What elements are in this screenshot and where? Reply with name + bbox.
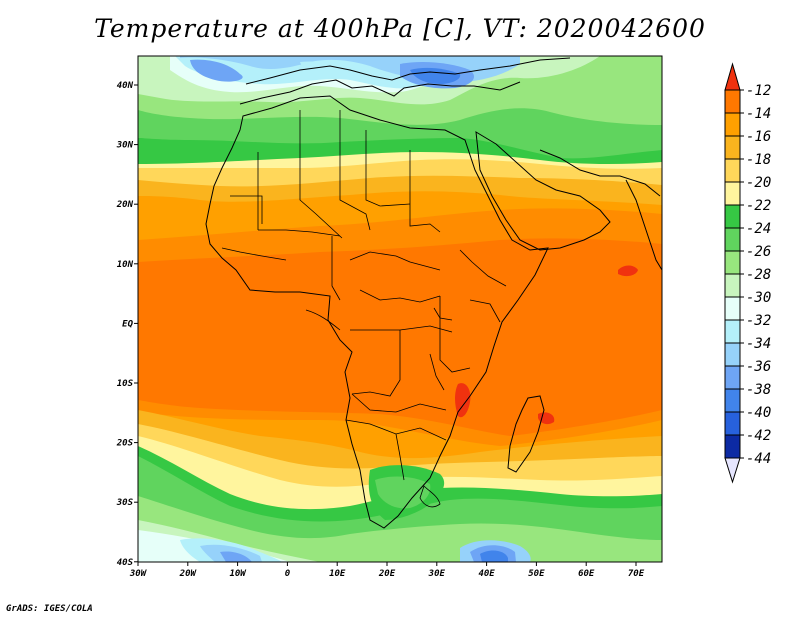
colorbar-label: -26 [746,244,771,260]
map-title: Temperature at 400hPa [C], VT: 202004260… [94,14,706,43]
colorbar-segment [724,296,741,321]
colorbar-segment [724,181,741,206]
colorbar-label: -22 [746,198,771,214]
colorbar-label: -12 [746,83,771,99]
lat-label: 20N [116,200,134,210]
coastlines [205,57,662,529]
lon-label: 10E [329,569,346,579]
colorbar-label: -18 [746,152,771,168]
lat-label: 10N [117,260,134,270]
colorbar-label: -32 [746,313,771,329]
longitude-labels: 30W 20W 10W 0 10E 20E 30E 40E 50E 60E 70E [129,562,645,579]
colorbar-bottom-arrow [724,457,741,484]
lat-label: 30S [116,498,134,508]
colorbar-label: -14 [746,106,771,122]
lat-label: 30N [116,141,134,151]
lat-label: 40S [117,558,134,568]
country-borders [221,110,507,508]
colorbar-segment [724,112,741,137]
temperature-field [138,56,662,562]
colorbar-label: -20 [746,175,771,191]
lat-label: 20S [116,439,134,449]
colorbar-top-arrow [724,62,741,91]
colorbar-label: -30 [746,290,771,306]
lon-label: 40E [478,569,495,579]
lon-label: 20E [378,569,396,579]
lat-label: 10S [117,379,134,389]
colorbar-segment [724,89,741,114]
colorbar: -12 -14 -16 -18 -20 -22 -24 -26 -28 -30 -32 -34 -36 -… [724,62,771,484]
lon-label: 10W [229,569,247,579]
colorbar-segment [724,411,741,436]
colorbar-segment [724,250,741,275]
colorbar-segment [724,227,741,252]
lon-label: 0 [285,569,291,579]
colorbar-label: -36 [746,359,771,375]
map-frame [137,55,663,563]
colorbar-segment [724,365,741,390]
colorbar-segment [724,135,741,160]
colorbar-label: -34 [746,336,771,352]
colorbar-segment [724,204,741,229]
colorbar-segment [724,273,741,298]
colorbar-label: -28 [746,267,771,283]
colorbar-label: -42 [746,428,771,444]
colorbar-label: -40 [746,405,771,421]
colorbar-label: -24 [746,221,771,237]
lat-label: 40N [117,81,134,91]
colorbar-segment [724,434,741,459]
colorbar-segment [724,342,741,367]
lon-label: 20W [179,569,198,579]
colorbar-label: -44 [746,451,771,467]
lon-label: 30E [428,569,446,579]
lon-label: 70E [628,569,645,579]
colorbar-segment [724,319,741,344]
latitude-labels: 40N 30N 20N 10N EQ 10S 20S 30S 40S [116,81,138,568]
lon-label: 30W [129,569,148,579]
lon-label: 50E [528,569,545,579]
colorbar-label: -38 [746,382,771,398]
lon-label: 60E [578,569,595,579]
colorbar-segment [724,158,741,183]
lat-label: EQ [122,319,133,329]
colorbar-label: -16 [746,129,771,145]
grads-credit: GrADS: IGES/COLA [6,604,93,614]
colorbar-segment [724,388,741,413]
